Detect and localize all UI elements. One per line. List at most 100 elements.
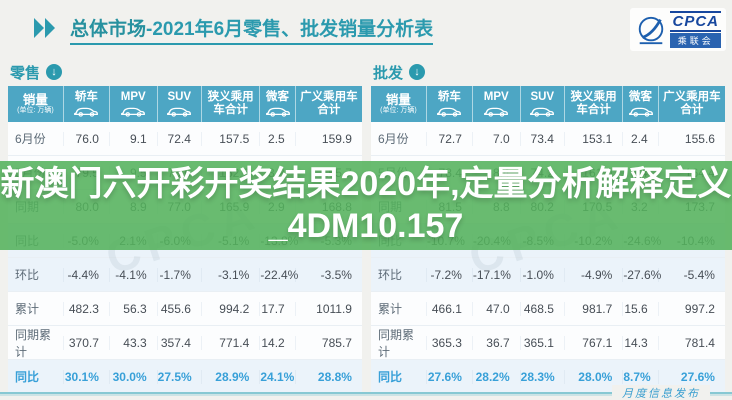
row-label: 同比 bbox=[378, 370, 403, 384]
cell-value: 155.6 bbox=[657, 131, 725, 146]
column-header: SUV bbox=[156, 86, 201, 122]
cell-value: 455.6 bbox=[156, 301, 201, 316]
cell-value: 76.0 bbox=[62, 131, 109, 146]
column-header: 微客 bbox=[259, 86, 294, 122]
circle-down-arrow-icon: ↓ bbox=[46, 64, 63, 80]
row-label: 累计 bbox=[378, 302, 403, 316]
cell-value: -22.4% bbox=[259, 267, 299, 282]
footer-divider bbox=[0, 392, 732, 394]
column-header: 微客 bbox=[622, 86, 657, 122]
cell-value: 8.7% bbox=[622, 369, 657, 384]
cell-value: 28.9% bbox=[200, 369, 259, 384]
column-header: 广义乘用车合计 bbox=[294, 86, 362, 122]
table-row: 环比 -4.4% -4.1% -1.7% -3.1% -22.4% -3.5% bbox=[8, 258, 362, 292]
cell-value: 27.6% bbox=[657, 369, 725, 384]
table-row: 同比 27.6% 28.2% 28.3% 28.0% 8.7% 27.6% bbox=[371, 360, 725, 394]
column-label: 狭义乘用车合计 bbox=[207, 90, 254, 116]
cell-value: 2.4 bbox=[622, 131, 657, 146]
cell-value: 30.1% bbox=[62, 369, 109, 384]
column-label: 微客 bbox=[266, 90, 289, 103]
cell-value: -4.9% bbox=[563, 267, 622, 282]
cell-value: 468.5 bbox=[519, 301, 564, 316]
cell-value: 36.7 bbox=[471, 335, 520, 350]
cell-value: -1.0% bbox=[519, 267, 564, 282]
cell-value: 15.6 bbox=[622, 301, 657, 316]
unit-label: 销量 bbox=[22, 92, 48, 107]
column-label: 广义乘用车合计 bbox=[663, 90, 721, 116]
column-header: 轿车 bbox=[425, 86, 472, 122]
cell-value: 28.8% bbox=[294, 369, 362, 384]
unit-sub-label: (单位: 万辆) bbox=[380, 107, 417, 115]
overlay-text[interactable]: 新澳门六开彩开奖结果2020年,定量分析解释定义_4DM10.157 bbox=[0, 165, 732, 245]
car-icon bbox=[167, 105, 192, 117]
unit-header-cell: 销量 (单位: 万辆) bbox=[371, 86, 426, 122]
cell-value: -5.4% bbox=[657, 267, 725, 282]
logo-cpca-text: CPCA bbox=[670, 11, 721, 32]
column-label: 广义乘用车合计 bbox=[300, 90, 358, 116]
cell-value: 159.9 bbox=[294, 131, 362, 146]
column-label: 轿车 bbox=[74, 90, 98, 103]
cell-value: 47.0 bbox=[471, 301, 520, 316]
column-header: 狭义乘用车合计 bbox=[200, 86, 259, 122]
cell-value: 27.5% bbox=[156, 369, 201, 384]
column-label: 狭义乘用车合计 bbox=[570, 90, 617, 116]
retail-section-header: 零售 ↓ bbox=[8, 58, 362, 86]
car-icon bbox=[484, 105, 509, 117]
cell-value: 357.4 bbox=[156, 335, 201, 350]
car-icon bbox=[265, 105, 290, 117]
cell-value: -4.4% bbox=[62, 267, 109, 282]
cell-value: 30.0% bbox=[108, 369, 157, 384]
section-label-retail: 零售 bbox=[10, 64, 41, 82]
cell-value: 767.1 bbox=[563, 335, 622, 350]
page-title-strong: 总体市场 bbox=[70, 19, 147, 40]
unit-sub-label: (单位: 万辆) bbox=[17, 107, 54, 115]
row-label: 同比 bbox=[15, 370, 40, 384]
cell-value: -1.7% bbox=[156, 267, 201, 282]
logo-text-block: CPCA 乘联会 bbox=[670, 11, 721, 48]
cpca-logo: CPCA 乘联会 bbox=[630, 8, 726, 51]
table-row: 累计 482.3 56.3 455.6 994.2 17.7 1011.9 bbox=[8, 292, 362, 326]
logo-swoosh-icon bbox=[639, 16, 664, 44]
column-header: 轿车 bbox=[62, 86, 109, 122]
cell-value: 466.1 bbox=[425, 301, 472, 316]
cell-value: 73.4 bbox=[519, 131, 564, 146]
unit-header-cell: 销量 (单位: 万辆) bbox=[8, 86, 63, 122]
cell-value: 27.6% bbox=[425, 369, 472, 384]
column-label: MPV bbox=[120, 90, 146, 103]
cell-value: 72.7 bbox=[425, 131, 472, 146]
cell-value: 17.7 bbox=[259, 301, 294, 316]
cell-value: 24.1% bbox=[259, 369, 295, 384]
cell-value: 43.3 bbox=[108, 335, 157, 350]
cell-value: 28.2% bbox=[471, 369, 520, 384]
row-label: 累计 bbox=[15, 302, 40, 316]
cell-value: 157.5 bbox=[200, 131, 259, 146]
cell-value: 994.2 bbox=[200, 301, 259, 316]
page-title: 总体市场-2021年6月零售、批发销量分析表 bbox=[70, 14, 434, 45]
footer-label: 月度信息发布 bbox=[612, 385, 710, 400]
row-label: 同期累计 bbox=[378, 327, 415, 359]
cell-value: -3.5% bbox=[294, 267, 362, 282]
cell-value: 365.3 bbox=[425, 335, 472, 350]
column-header: 狭义乘用车合计 bbox=[563, 86, 622, 122]
row-label: 6月份 bbox=[15, 132, 46, 146]
double-chevron-icon bbox=[32, 17, 60, 44]
wholesale-section-header: 批发 ↓ bbox=[371, 58, 725, 86]
row-label: 环比 bbox=[378, 268, 403, 282]
cell-value: -3.1% bbox=[200, 267, 259, 282]
table-header: 销量 (单位: 万辆) 轿车 MPV SUV 狭义乘用车合计 微客 广义乘用车合计 bbox=[8, 86, 362, 122]
table-row: 环比 -7.2% -17.1% -1.0% -4.9% -27.6% -5.4% bbox=[371, 258, 725, 292]
row-label: 环比 bbox=[15, 268, 40, 282]
cell-value: 981.7 bbox=[563, 301, 622, 316]
page-title-rest: -2021年6月零售、批发销量分析表 bbox=[146, 19, 434, 40]
cell-value: 28.0% bbox=[563, 369, 622, 384]
cell-value: 781.4 bbox=[657, 335, 725, 350]
table-header: 销量 (单位: 万辆) 轿车 MPV SUV 狭义乘用车合计 微客 广义乘用车合计 bbox=[371, 86, 725, 122]
column-header: MPV bbox=[471, 86, 520, 122]
cell-value: 2.5 bbox=[259, 131, 294, 146]
circle-down-arrow-icon: ↓ bbox=[409, 64, 426, 80]
overlay-banner[interactable]: 新澳门六开彩开奖结果2020年,定量分析解释定义_4DM10.157 bbox=[0, 161, 732, 250]
cell-value: 153.1 bbox=[563, 131, 622, 146]
table-row: 同比 30.1% 30.0% 27.5% 28.9% 24.1% 28.8% bbox=[8, 360, 362, 394]
car-icon bbox=[628, 105, 653, 117]
